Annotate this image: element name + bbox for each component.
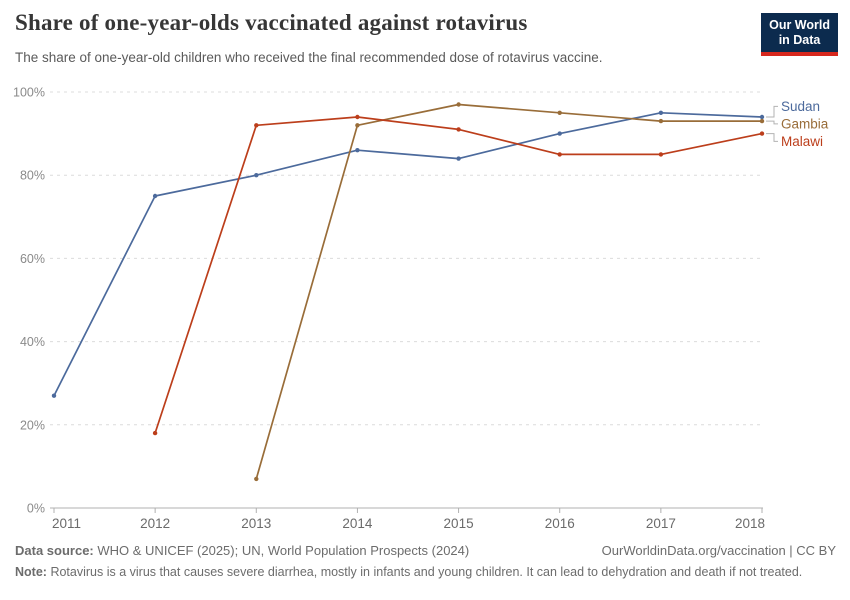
- series-line-malawi[interactable]: [154, 116, 763, 434]
- data-point: [254, 476, 259, 482]
- data-point: [355, 114, 360, 120]
- x-axis-tick-label: 2014: [342, 516, 373, 531]
- legend-connector: [766, 120, 778, 125]
- y-axis-tick-label: 80%: [20, 169, 45, 183]
- line-chart-plot-area: 0% 20% 40% 60% 80% 100% 2011 2012 2013 2014 2015 20…: [13, 86, 829, 532]
- data-source-value: WHO & UNICEF (2025); UN, World Populatio…: [97, 543, 470, 558]
- series-gambia[interactable]: [254, 102, 765, 482]
- data-point: [254, 173, 259, 178]
- note-value: Rotavirus is a virus that causes severe …: [50, 565, 803, 579]
- legend-label-malawi[interactable]: Malawi: [781, 134, 823, 149]
- data-point: [355, 123, 360, 128]
- data-point: [355, 148, 360, 153]
- data-point: [557, 110, 562, 115]
- data-point: [152, 193, 158, 199]
- series-malawi[interactable]: [152, 114, 765, 436]
- data-point: [658, 152, 664, 157]
- y-axis-tick-label: 0%: [27, 502, 45, 516]
- x-axis-tick-label: 2015: [444, 516, 474, 531]
- series-line-sudan[interactable]: [53, 111, 763, 397]
- legend-label-sudan[interactable]: Sudan: [781, 99, 820, 114]
- data-point: [456, 102, 461, 107]
- data-point: [51, 393, 57, 398]
- legend-connector: [766, 105, 778, 118]
- data-point: [557, 131, 562, 136]
- attribution-link[interactable]: OurWorldinData.org/vaccination | CC BY: [601, 543, 836, 558]
- x-axis-tick-label: 2011: [52, 516, 81, 531]
- note-label: Note:: [15, 565, 47, 579]
- data-point: [759, 114, 765, 120]
- data-point: [557, 152, 562, 157]
- y-axis-tick-label: 40%: [20, 335, 45, 349]
- series-sudan[interactable]: [51, 110, 765, 398]
- data-source-label: Data source:: [15, 543, 94, 558]
- data-point: [759, 131, 765, 136]
- x-axis-tick-label: 2016: [545, 516, 575, 531]
- data-point: [456, 127, 461, 132]
- legend-connector: [766, 133, 778, 142]
- owid-logo-line1: Our World: [769, 18, 830, 32]
- data-point: [456, 156, 461, 161]
- chart-footer: Data source: WHO & UNICEF (2025); UN, Wo…: [15, 543, 836, 579]
- series-line-gambia[interactable]: [255, 103, 763, 480]
- legend-label-gambia[interactable]: Gambia: [781, 117, 829, 132]
- data-point: [254, 123, 259, 128]
- x-axis-tick-label: 2013: [241, 516, 271, 531]
- chart-subtitle: The share of one-year-old children who r…: [15, 50, 603, 65]
- owid-logo-line2: in Data: [778, 33, 821, 47]
- y-axis-tick-label: 100%: [13, 86, 45, 100]
- data-point: [152, 430, 158, 436]
- owid-logo[interactable]: Our World in Data: [761, 13, 838, 56]
- x-axis-tick-label: 2018: [735, 516, 765, 531]
- chart-title: Share of one-year-olds vaccinated agains…: [15, 10, 528, 35]
- y-axis-tick-label: 60%: [20, 252, 45, 266]
- data-point: [759, 118, 765, 124]
- x-axis-tick-label: 2012: [140, 516, 170, 531]
- data-point: [658, 110, 664, 115]
- x-axis-tick-label: 2017: [646, 516, 676, 531]
- data-point: [658, 118, 664, 124]
- y-axis-tick-label: 20%: [20, 418, 45, 432]
- note-text: Note: Rotavirus is a virus that causes s…: [15, 565, 836, 579]
- data-source-text: Data source: WHO & UNICEF (2025); UN, Wo…: [15, 543, 469, 558]
